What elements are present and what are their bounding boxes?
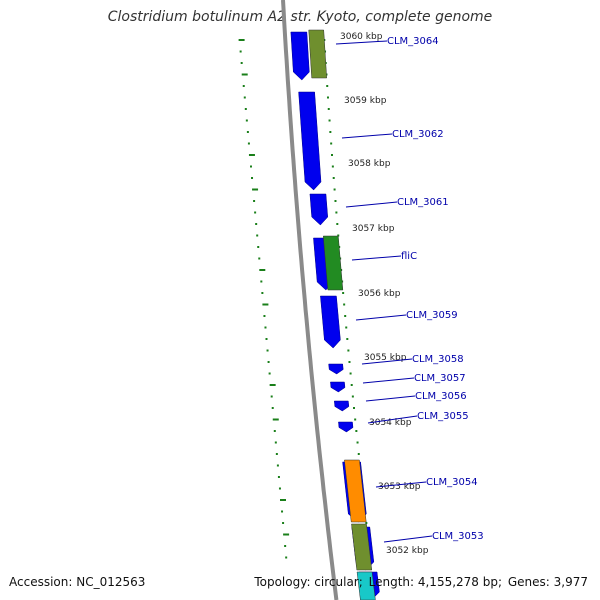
backbone-line — [281, 0, 339, 600]
gene-leader-line — [367, 415, 418, 424]
cds-arrow — [330, 381, 346, 393]
scale-tick-label: 3058 kbp — [348, 159, 391, 169]
scale-tick-label: 3059 kbp — [344, 96, 387, 106]
scale-tick-label: 3056 kbp — [358, 289, 401, 299]
cds-arrow — [290, 31, 310, 81]
gene-label: CLM_3057 — [414, 373, 466, 384]
accession-label: Accession: NC_012563 — [9, 575, 146, 589]
gene-label: fliC — [401, 251, 417, 262]
cds-arrow — [320, 295, 341, 349]
gene-block — [344, 459, 367, 523]
cds-arrow — [328, 363, 344, 375]
genome-summary: Topology: circular; Length: 4,155,278 bp… — [253, 575, 589, 589]
gene-label: CLM_3062 — [392, 129, 444, 140]
gene-label: CLM_3058 — [412, 354, 464, 365]
gene-block — [323, 235, 344, 291]
cds-arrow — [298, 91, 322, 191]
cds-arrow — [309, 193, 328, 226]
gene-leader-line — [383, 535, 433, 543]
cds-arrow — [334, 400, 350, 412]
topology-text: Topology: circular; — [254, 575, 363, 589]
gene-leader-line — [355, 314, 407, 321]
gene-leader-line — [375, 481, 427, 488]
scale-tick-label: 3054 kbp — [369, 418, 412, 428]
gene-label: CLM_3061 — [397, 197, 449, 208]
scale-tick-label: 3052 kbp — [386, 546, 429, 556]
scale-tick-label: 3053 kbp — [378, 482, 421, 492]
gene-label: CLM_3055 — [417, 411, 469, 422]
gene-leader-line — [365, 395, 416, 402]
gene-label: CLM_3059 — [406, 310, 458, 321]
gene-label: CLM_3064 — [387, 36, 439, 47]
gene-leader-line — [362, 377, 415, 384]
length-text: Length: 4,155,278 bp; — [368, 575, 503, 589]
gene-label: CLM_3053 — [432, 531, 484, 542]
gene-label: CLM_3056 — [415, 391, 467, 402]
scale-tick-label: 3055 kbp — [364, 353, 407, 363]
gene-leader-line — [341, 133, 393, 139]
gene-block — [356, 571, 376, 600]
map-title: Clostridium botulinum A2 str. Kyoto, com… — [107, 9, 493, 25]
gene-block — [308, 29, 327, 79]
gene-label: CLM_3054 — [426, 477, 478, 488]
cds-arrow — [338, 421, 354, 433]
scale-tick-label: 3057 kbp — [352, 224, 395, 234]
scale-tick-label: 3060 kbp — [340, 32, 383, 42]
genes-text: Genes: 3,977 — [507, 575, 588, 589]
gene-leader-line — [335, 40, 388, 45]
gene-leader-line — [361, 358, 413, 365]
gene-block — [351, 523, 373, 571]
gene-leader-line — [345, 201, 398, 208]
gene-leader-line — [351, 255, 402, 261]
